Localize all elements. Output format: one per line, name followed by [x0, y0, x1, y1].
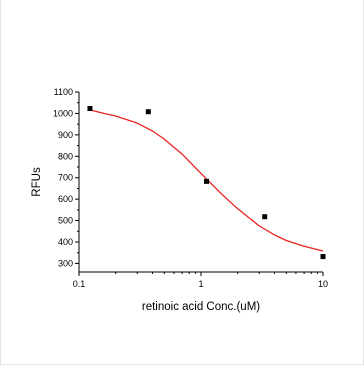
x-ticks: 0.1 1 10 [73, 272, 328, 289]
data-point [320, 254, 326, 260]
x-tick-label: 1 [198, 279, 203, 289]
y-tick-label: 1000 [53, 108, 73, 118]
y-tick-label: 600 [58, 194, 73, 204]
data-point [87, 106, 93, 111]
data-point [204, 178, 210, 184]
y-tick-label: 400 [58, 237, 73, 247]
data-points [87, 106, 326, 260]
x-tick-label: 0.1 [73, 279, 86, 289]
y-tick-label: 800 [58, 151, 73, 161]
y-tick-label: 900 [58, 130, 73, 140]
y-tick-label: 1100 [54, 87, 73, 97]
y-tick-label: 300 [58, 258, 73, 268]
x-axis-title: retinoic acid Conc.(uM) [142, 301, 260, 313]
fit-curve [88, 108, 324, 252]
y-axis-title: RFUs [31, 167, 43, 197]
y-tick-label: 700 [58, 173, 73, 183]
x-tick-label: 10 [318, 279, 328, 289]
y-ticks: 300 400 500 600 700 800 900 1000 1100 [53, 87, 79, 268]
data-point [145, 109, 151, 115]
data-point [262, 214, 268, 220]
axes [78, 92, 323, 273]
y-tick-label: 500 [58, 216, 73, 226]
